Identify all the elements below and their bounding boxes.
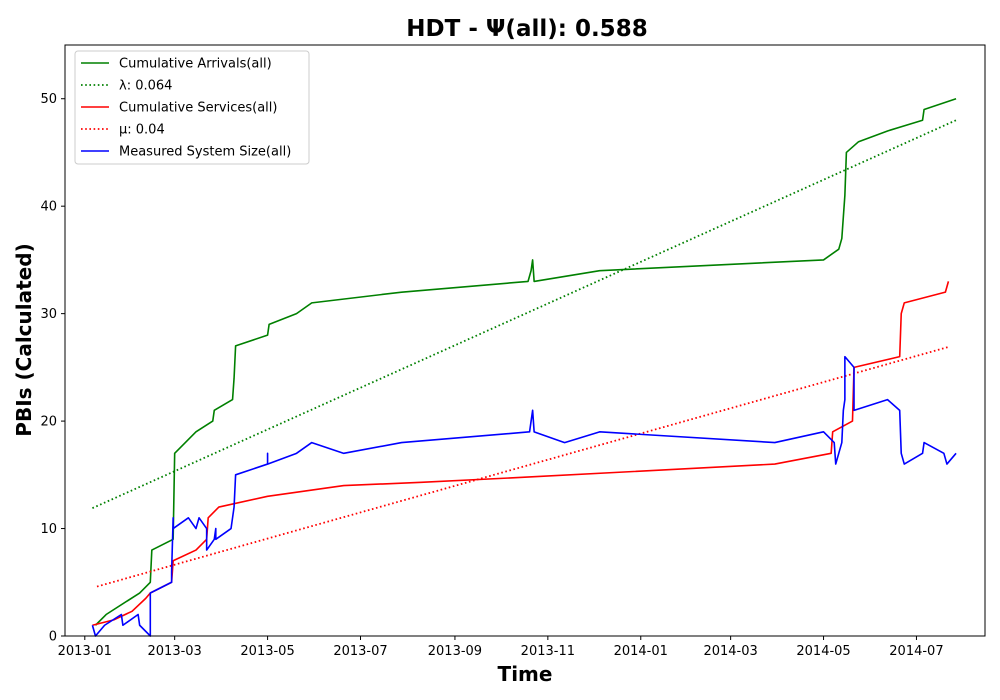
x-axis: 2013-01 2013-03 2013-05 2013-07 2013-09 2013-… <box>58 636 944 659</box>
legend: Cumulative Arrivals(all) λ: 0.064 Cumulati… <box>74 50 310 165</box>
y-tick-label: 20 <box>40 415 57 430</box>
legend-label: Measured System Size(all) <box>119 145 291 160</box>
series-line-3 <box>96 346 949 588</box>
x-tick-label: 2013-07 <box>333 644 387 659</box>
series-line-4 <box>91 355 957 637</box>
x-tick-label: 2013-05 <box>240 644 294 659</box>
y-tick-label: 10 <box>40 522 57 537</box>
y-tick-label: 0 <box>49 630 57 645</box>
series-layer <box>91 97 957 637</box>
y-tick-label: 40 <box>40 200 57 215</box>
chart-title: HDT - Ψ(all): 0.588 <box>406 16 647 42</box>
x-tick-label: 2013-09 <box>428 644 482 659</box>
series-line-0 <box>94 97 957 626</box>
plot-area-frame <box>64 44 986 637</box>
y-tick-label: 30 <box>40 307 57 322</box>
legend-box <box>74 50 310 165</box>
x-tick-label: 2014-05 <box>796 644 850 659</box>
y-axis-title: PBIs (Calculated) <box>12 243 36 436</box>
legend-label: Cumulative Arrivals(all) <box>119 57 272 72</box>
x-tick-label: 2013-11 <box>521 644 575 659</box>
x-axis-title: Time <box>498 662 553 686</box>
legend-label: μ: 0.04 <box>119 123 165 138</box>
x-tick-label: 2014-01 <box>614 644 668 659</box>
x-tick-label: 2014-03 <box>703 644 757 659</box>
legend-label: Cumulative Services(all) <box>119 101 277 116</box>
y-axis: 0 10 20 30 40 50 <box>40 92 65 645</box>
y-tick-label: 50 <box>40 92 57 107</box>
x-tick-label: 2014-07 <box>889 644 943 659</box>
legend-label: λ: 0.064 <box>119 79 172 94</box>
x-tick-label: 2013-03 <box>148 644 202 659</box>
x-tick-label: 2013-01 <box>58 644 112 659</box>
